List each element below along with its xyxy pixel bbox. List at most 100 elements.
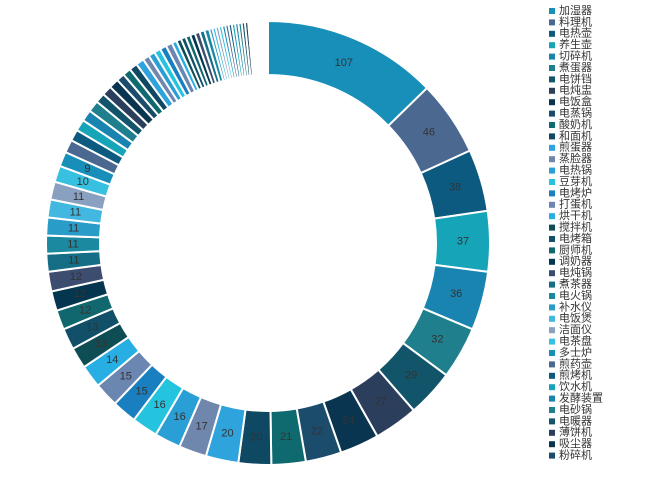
legend-label[interactable]: 料理机 — [559, 14, 592, 28]
legend-label[interactable]: 蒸脸器 — [559, 151, 592, 165]
legend-label[interactable]: 煎蛋器 — [559, 140, 592, 154]
legend-label[interactable]: 电饼铛 — [559, 71, 592, 85]
legend-label[interactable]: 电砂锅 — [559, 403, 592, 416]
legend-label[interactable]: 烘干机 — [559, 208, 592, 222]
legend-marker[interactable] — [549, 315, 555, 322]
data-label: 11 — [70, 206, 81, 218]
legend-marker[interactable] — [549, 190, 555, 197]
legend-marker[interactable] — [549, 30, 555, 37]
data-label: 20 — [221, 428, 233, 440]
legend-marker[interactable] — [549, 76, 555, 83]
legend-marker[interactable] — [549, 19, 555, 26]
legend-marker[interactable] — [549, 144, 555, 151]
legend-label[interactable]: 电暖器 — [559, 414, 592, 427]
legend-label[interactable]: 电炖盅 — [559, 84, 592, 97]
legend-label[interactable]: 电火锅 — [559, 289, 592, 302]
legend-label[interactable]: 发酵装置 — [559, 391, 603, 405]
legend-label[interactable]: 电茶盘 — [559, 334, 592, 348]
legend-marker[interactable] — [549, 281, 555, 288]
legend-label[interactable]: 电饭煲 — [559, 312, 592, 325]
legend-marker[interactable] — [549, 384, 555, 391]
legend-label[interactable]: 切碎机 — [559, 49, 592, 63]
legend-marker[interactable] — [549, 224, 555, 231]
legend-marker[interactable] — [549, 122, 555, 128]
data-label: 13 — [86, 321, 98, 333]
legend-label[interactable]: 豆芽机 — [559, 174, 592, 188]
legend-marker[interactable] — [549, 293, 555, 299]
legend-marker[interactable] — [549, 179, 555, 185]
legend-label[interactable]: 和面机 — [559, 128, 592, 142]
legend-label[interactable]: 多士炉 — [559, 345, 592, 359]
legend-marker[interactable] — [549, 156, 555, 163]
data-label: 11 — [73, 191, 84, 203]
pie-slice[interactable] — [265, 19, 269, 77]
legend-marker[interactable] — [549, 236, 555, 242]
legend-marker[interactable] — [549, 87, 555, 94]
legend-label[interactable]: 薄饼机 — [559, 425, 592, 439]
data-label: 16 — [174, 411, 186, 423]
legend-marker[interactable] — [549, 350, 555, 356]
legend-marker[interactable] — [549, 407, 555, 413]
data-label: 32 — [431, 334, 443, 346]
legend-marker[interactable] — [549, 53, 555, 60]
legend-label[interactable]: 电热锅 — [559, 164, 592, 177]
data-label: 14 — [106, 354, 118, 366]
legend-label[interactable]: 洁面仪 — [559, 323, 592, 336]
data-label: 11 — [68, 254, 79, 266]
data-label: 46 — [423, 127, 435, 139]
legend-label[interactable]: 电蒸锅 — [559, 107, 592, 120]
legend-marker[interactable] — [549, 338, 555, 345]
legend-label[interactable]: 煮茶器 — [559, 278, 592, 291]
legend-marker[interactable] — [549, 8, 555, 14]
legend-label[interactable]: 饮水机 — [559, 379, 592, 393]
legend-marker[interactable] — [549, 452, 555, 459]
legend-label[interactable]: 厨师机 — [559, 242, 592, 256]
legend-label[interactable]: 电烤箱 — [559, 231, 592, 245]
legend-label[interactable]: 补水仪 — [559, 300, 592, 313]
legend-label[interactable]: 电饭盒 — [559, 94, 592, 108]
legend-label[interactable]: 电烤炉 — [559, 185, 592, 199]
legend-marker[interactable] — [549, 258, 555, 265]
legend-marker[interactable] — [549, 441, 555, 448]
data-label: 13 — [95, 338, 107, 350]
legend-label[interactable]: 打蛋机 — [559, 197, 592, 211]
legend-marker[interactable] — [549, 167, 555, 174]
legend-label[interactable]: 吸尘器 — [559, 437, 592, 450]
legend-label[interactable]: 加湿器 — [559, 4, 592, 17]
legend-label[interactable]: 调奶器 — [559, 254, 592, 268]
data-label: 38 — [449, 182, 461, 194]
legend-marker[interactable] — [549, 327, 555, 334]
data-label: 37 — [457, 235, 469, 247]
legend-label[interactable]: 电炖锅 — [559, 266, 592, 279]
legend-label[interactable]: 养生壶 — [559, 37, 592, 51]
data-label: 11 — [67, 238, 78, 250]
data-label: 16 — [153, 399, 165, 411]
data-label: 107 — [335, 57, 353, 69]
legend-marker[interactable] — [549, 361, 555, 368]
data-label: 17 — [196, 420, 208, 432]
legend-marker[interactable] — [549, 201, 555, 208]
legend-marker[interactable] — [549, 429, 555, 436]
legend-marker[interactable] — [549, 372, 555, 379]
legend-marker[interactable] — [549, 42, 555, 49]
data-label: 21 — [280, 431, 292, 443]
legend-label[interactable]: 粉碎机 — [559, 448, 592, 462]
legend-marker[interactable] — [549, 395, 555, 402]
legend-label[interactable]: 酸奶机 — [559, 117, 592, 131]
legend-label[interactable]: 搅拌机 — [559, 220, 592, 234]
legend-marker[interactable] — [549, 270, 555, 277]
legend-label[interactable]: 煎药壶 — [559, 356, 592, 370]
legend-marker[interactable] — [549, 65, 555, 71]
legend-marker[interactable] — [549, 133, 555, 140]
legend-marker[interactable] — [549, 247, 555, 254]
legend-marker[interactable] — [549, 110, 555, 117]
legend-label[interactable]: 煎烤机 — [559, 368, 592, 382]
legend-label[interactable]: 电热壶 — [559, 26, 592, 40]
data-label: 11 — [68, 222, 79, 234]
legend-marker[interactable] — [549, 304, 555, 311]
legend-marker[interactable] — [549, 418, 555, 425]
legend-label[interactable]: 煮蛋器 — [559, 61, 592, 74]
legend-marker[interactable] — [549, 99, 555, 106]
legend-marker[interactable] — [549, 213, 555, 220]
